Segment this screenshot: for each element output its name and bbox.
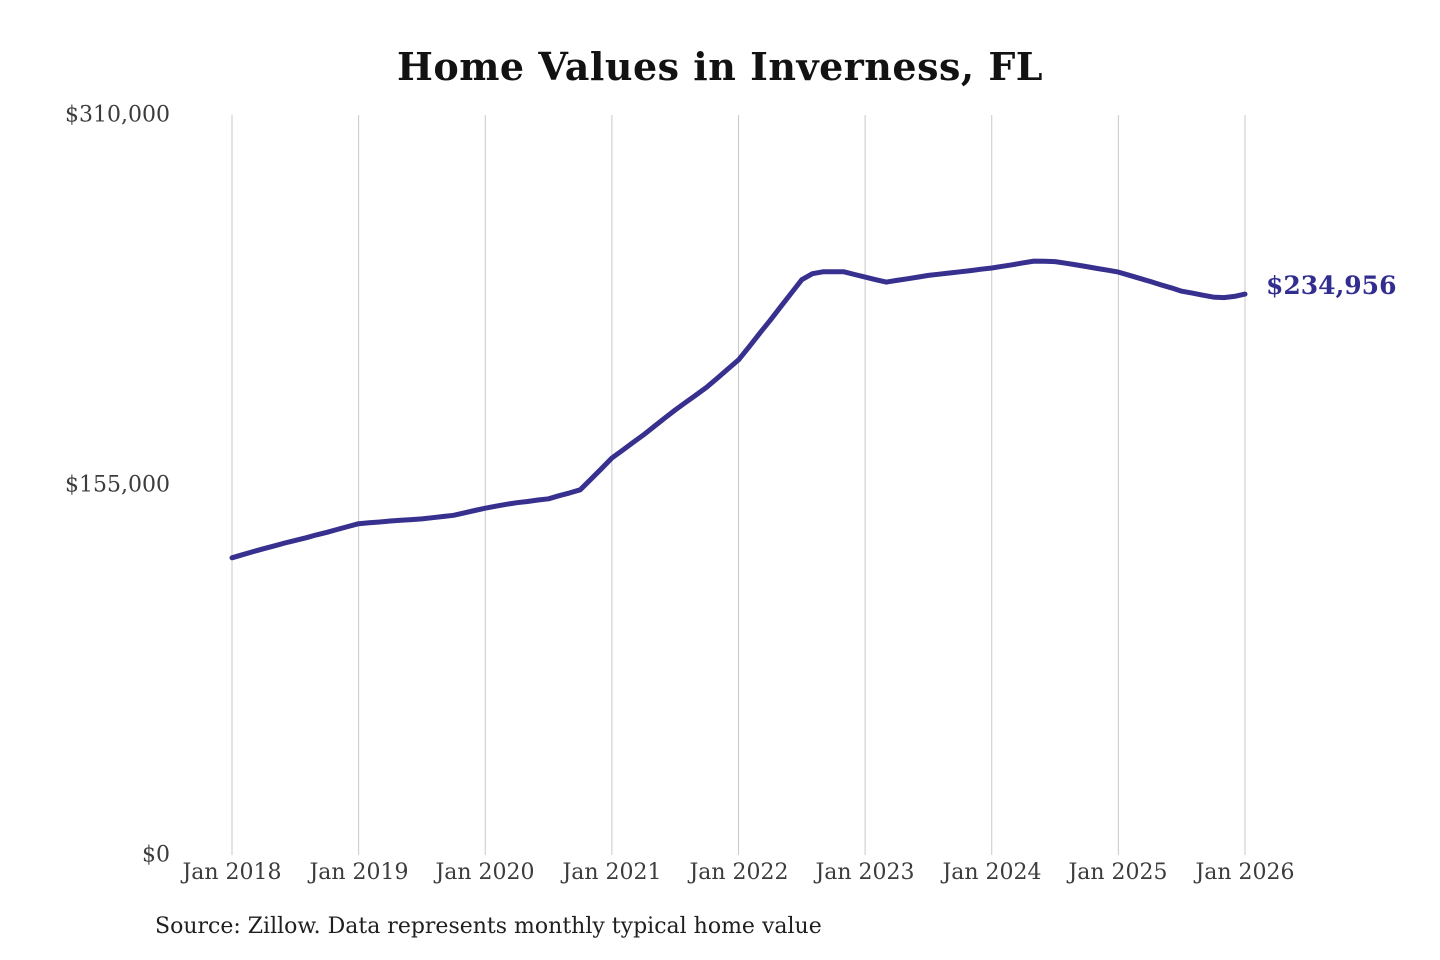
x-axis-tick-label: Jan 2024 xyxy=(942,860,1042,885)
x-axis-tick-label: Jan 2026 xyxy=(1195,860,1295,885)
y-axis-tick-label: $0 xyxy=(142,842,170,868)
x-axis-tick-label: Jan 2021 xyxy=(562,860,662,885)
chart-title: Home Values in Inverness, FL xyxy=(396,44,1044,89)
source-note: Source: Zillow. Data represents monthly … xyxy=(155,914,822,939)
current-value-label: $234,956 xyxy=(1266,271,1397,300)
x-axis-tick-label: Jan 2020 xyxy=(435,860,535,885)
x-axis-tick-label: Jan 2019 xyxy=(309,860,409,885)
x-axis-tick-label: Jan 2018 xyxy=(182,860,282,885)
y-axis-tick-label: $310,000 xyxy=(65,102,170,128)
x-axis-tick-label: Jan 2025 xyxy=(1068,860,1168,885)
series-line xyxy=(229,258,1248,561)
y-axis-tick-label: $155,000 xyxy=(65,472,170,498)
x-axis-tick-label: Jan 2022 xyxy=(689,860,789,885)
x-axis-tick-label: Jan 2023 xyxy=(815,860,915,885)
